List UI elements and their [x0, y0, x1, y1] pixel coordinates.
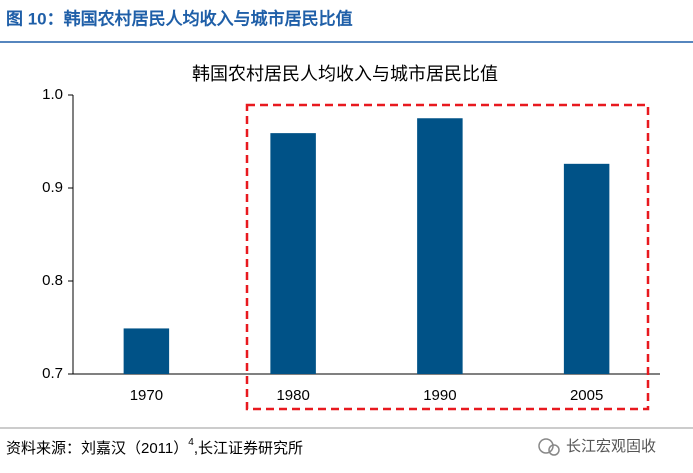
bar [270, 133, 316, 374]
highlight-box [245, 103, 650, 411]
bar [563, 163, 610, 374]
bar [123, 328, 170, 374]
chart-title: 韩国农村居民人均收入与城市居民比值 [192, 64, 498, 84]
x-tick-label: 1990 [423, 387, 456, 404]
y-tick-label: 0.7 [42, 365, 63, 382]
footnote-ref: 4 [188, 437, 194, 448]
source: 资料来源：刘嘉汉（2011）4,长江证券研究所 [6, 437, 303, 457]
plot: 0.7 0.8 0.9 1.0 1970 1980 1990 2005 [42, 86, 660, 404]
y-tick-label: 0.8 [42, 272, 63, 289]
bar [417, 118, 463, 374]
x-tick-label: 1980 [276, 387, 309, 404]
x-tick-label: 1970 [130, 387, 163, 404]
watermark: 长江宏观固收 [566, 438, 656, 455]
header-title: 图 10：韩国农村居民人均收入与城市居民比值 [6, 8, 353, 28]
source-suffix: ,长江证券研究所 [194, 440, 303, 457]
y-tick-label: 1.0 [42, 86, 63, 103]
y-tick-label: 0.9 [42, 179, 63, 196]
source-text: 资料来源：刘嘉汉（2011） [6, 440, 188, 457]
x-tick-label: 2005 [570, 387, 603, 404]
watermark-icon [538, 438, 560, 456]
